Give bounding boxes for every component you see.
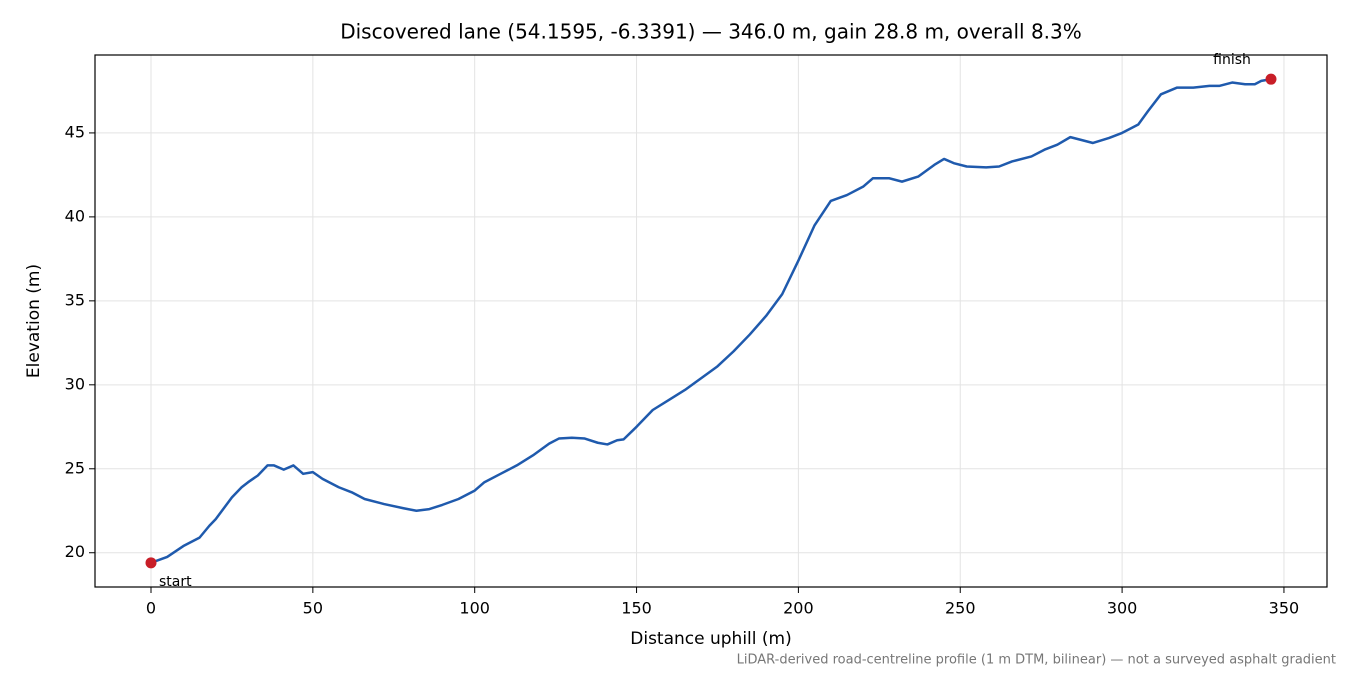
y-tick-label: 30: [65, 374, 85, 393]
x-tick-label: 200: [783, 599, 814, 618]
endpoint-marker: [1265, 73, 1277, 85]
y-tick-label: 35: [65, 290, 85, 309]
y-tick-label: 40: [65, 206, 85, 225]
x-axis-label: Distance uphill (m): [630, 629, 791, 649]
elevation-line: [150, 77, 1272, 564]
x-tick-label: 350: [1269, 599, 1300, 618]
endpoint-label: finish: [1213, 52, 1251, 68]
y-tick-label: 20: [65, 542, 85, 561]
y-axis-label: Elevation (m): [24, 264, 44, 378]
x-tick-label: 0: [146, 599, 156, 618]
footnote: LiDAR-derived road-centreline profile (1…: [737, 653, 1336, 668]
x-tick-label: 100: [459, 599, 490, 618]
endpoint-marker: [145, 557, 157, 569]
y-tick-label: 25: [65, 458, 85, 477]
x-tick-label: 150: [621, 599, 652, 618]
endpoint-label: start: [159, 574, 192, 590]
x-tick-label: 50: [303, 599, 323, 618]
x-tick-label: 250: [945, 599, 976, 618]
y-tick-label: 45: [65, 122, 85, 141]
plot-frame: [94, 54, 1328, 588]
x-tick-label: 300: [1107, 599, 1138, 618]
chart-title: Discovered lane (54.1595, -6.3391) — 346…: [340, 20, 1082, 44]
